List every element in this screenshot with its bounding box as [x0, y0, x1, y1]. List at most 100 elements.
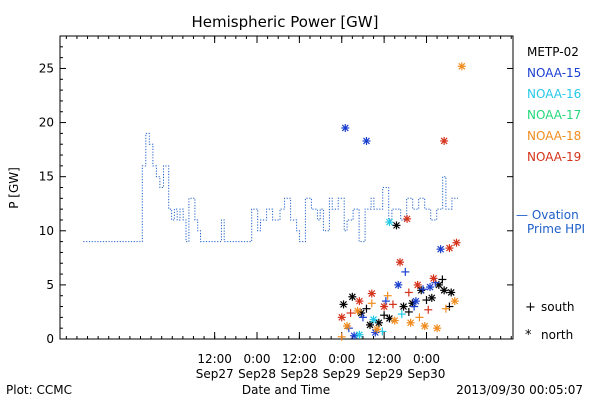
- point-north: [394, 280, 403, 289]
- x-tick-date: Sep29: [365, 367, 403, 381]
- point-south: [337, 332, 346, 341]
- point-north: [355, 330, 364, 339]
- point-stroke: [348, 293, 356, 301]
- point-north: [373, 325, 382, 334]
- x-axis-label: Date and Time: [242, 383, 330, 397]
- point-south: [424, 305, 433, 314]
- x-tick-time: 0:00: [413, 352, 440, 366]
- point-stroke: [421, 322, 429, 330]
- point-stroke: [370, 316, 377, 323]
- chart-title: Hemispheric Power [GW]: [192, 13, 379, 31]
- point-south: [362, 304, 371, 313]
- point-north: [399, 302, 408, 311]
- point-stroke: [435, 281, 443, 289]
- x-tick-date: Sep28: [280, 367, 318, 381]
- point-south: [383, 291, 392, 300]
- x-tick-time: 0:00: [244, 352, 271, 366]
- y-tick-label: 0: [46, 332, 54, 346]
- marker-symbol: *: [525, 328, 532, 343]
- point-south: [441, 304, 450, 313]
- legend-entry: NOAA-17: [527, 108, 581, 122]
- point-stroke: [366, 321, 374, 329]
- point-south: [422, 296, 431, 305]
- point-north: [337, 313, 346, 322]
- point-north: [429, 274, 438, 283]
- point-stroke: [453, 239, 460, 247]
- point-south: [380, 311, 389, 320]
- point-north: [426, 283, 435, 292]
- point-north: [369, 315, 378, 324]
- y-axis-label: P [GW]: [7, 167, 21, 209]
- point-stroke: [403, 215, 411, 223]
- point-north: [343, 322, 352, 331]
- point-stroke: [385, 315, 393, 322]
- point-stroke: [363, 137, 370, 145]
- point-stroke: [426, 283, 434, 291]
- point-stroke: [350, 332, 358, 340]
- point-north: [447, 288, 456, 297]
- x-tick-date: Sep29: [323, 367, 361, 381]
- legend-entry: NOAA-15: [527, 66, 581, 80]
- point-stroke: [393, 221, 400, 229]
- point-stroke: [373, 325, 381, 333]
- x-tick-time: 12:00: [282, 352, 317, 366]
- point-stroke: [338, 313, 346, 321]
- legend-entry: METP-02: [527, 45, 579, 59]
- point-north: [427, 293, 436, 302]
- point-south: [401, 267, 410, 276]
- ovation-label-line1: — Ovation: [516, 208, 579, 222]
- point-stroke: [440, 137, 448, 145]
- x-tick-date: Sep27: [196, 367, 234, 381]
- point-north: [341, 123, 350, 132]
- legend-entry: NOAA-16: [527, 87, 581, 101]
- point-stroke: [458, 62, 466, 70]
- x-tick-time: 12:00: [367, 352, 402, 366]
- point-stroke: [341, 124, 349, 132]
- marker-legend: + south * north: [525, 300, 575, 343]
- point-north: [339, 300, 348, 309]
- point-north: [433, 324, 442, 333]
- point-north: [392, 221, 401, 230]
- point-south: [367, 299, 376, 308]
- ovation-step-line: [83, 132, 458, 243]
- y-tick-label: 20: [39, 116, 54, 130]
- point-north: [355, 297, 364, 306]
- y-tick-label: 10: [39, 224, 54, 238]
- point-stroke: [430, 274, 437, 282]
- point-stroke: [394, 281, 402, 289]
- point-north: [452, 238, 461, 247]
- point-north: [445, 244, 454, 253]
- x-tick-date: Sep28: [238, 367, 276, 381]
- point-stroke: [357, 309, 365, 317]
- point-north: [406, 318, 415, 327]
- ovation-series: [83, 132, 458, 243]
- point-stroke: [437, 245, 445, 253]
- point-stroke: [446, 244, 453, 252]
- legend: METP-02 NOAA-15 NOAA-16 NOAA-17 NOAA-18 NOAA-…: [527, 45, 581, 164]
- point-stroke: [391, 317, 399, 325]
- point-south: [404, 307, 413, 316]
- point-north: [348, 292, 357, 301]
- point-south: [438, 275, 447, 284]
- satellite-points: [337, 62, 466, 341]
- point-north: [380, 302, 389, 311]
- timestamp: 2013/09/30 00:05:07: [456, 383, 583, 397]
- point-north: [440, 286, 449, 295]
- point-north: [417, 286, 426, 295]
- point-stroke: [400, 303, 407, 310]
- point-stroke: [440, 286, 448, 294]
- point-stroke: [414, 281, 422, 289]
- point-stroke: [451, 297, 459, 305]
- point-south: [404, 288, 413, 297]
- point-north: [450, 297, 459, 306]
- point-south: [418, 285, 427, 294]
- point-north: [436, 245, 445, 254]
- y-tick-label: 15: [39, 170, 54, 184]
- point-stroke: [433, 324, 441, 332]
- point-stroke: [385, 218, 393, 226]
- point-stroke: [380, 303, 388, 310]
- point-stroke: [354, 307, 362, 315]
- point-stroke: [368, 290, 376, 297]
- plot-credit: Plot: CCMC: [6, 383, 72, 397]
